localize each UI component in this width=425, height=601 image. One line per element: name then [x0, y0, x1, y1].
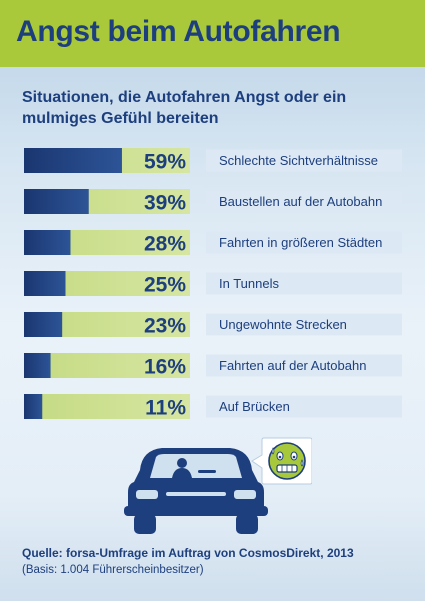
bar — [24, 189, 89, 214]
bar-value-label: 28% — [144, 233, 186, 256]
bar-value-label: 23% — [144, 315, 186, 338]
basis-note: (Basis: 1.004 Führerscheinbesitzer) — [22, 564, 204, 576]
bar — [24, 230, 71, 255]
category-label-box — [206, 272, 402, 295]
category-label: In Tunnels — [219, 276, 279, 291]
category-label: Schlechte Sichtverhältnisse — [219, 153, 378, 168]
category-label-box — [206, 395, 402, 418]
bar-row: 23% Ungewohnte Strecken — [24, 312, 402, 338]
category-label: Fahrten in größeren Städten — [219, 235, 382, 250]
bar-row: 25% In Tunnels — [24, 271, 402, 297]
bar — [24, 394, 43, 419]
category-label-box — [206, 231, 402, 254]
bar-row: 16% Fahrten auf der Autobahn — [24, 353, 402, 379]
bar-value-label: 16% — [144, 356, 186, 379]
page-title: Angst beim Autofahren — [16, 15, 341, 48]
source-note: Quelle: forsa-Umfrage im Auftrag von Cos… — [22, 546, 354, 560]
bar-value-label: 25% — [144, 274, 186, 297]
bar-chart: 59% Schlechte Sichtverhältnisse 39% Baustel… — [24, 148, 402, 420]
category-label: Auf Brücken — [219, 399, 290, 414]
bar-value-label: 39% — [144, 192, 186, 215]
bar — [24, 353, 51, 378]
category-label-box — [206, 313, 402, 336]
car-icon — [124, 448, 268, 534]
bar-track — [24, 394, 190, 419]
bar — [24, 312, 63, 337]
bar-row: 28% Fahrten in größeren Städten — [24, 230, 402, 256]
bar-value-label: 11% — [145, 397, 186, 420]
chart-title: Situationen, die Autofahren Angst oder e… — [22, 89, 347, 127]
bar-value-label: 59% — [144, 151, 186, 174]
anxious-emoji-icon — [268, 442, 306, 480]
category-label: Fahrten auf der Autobahn — [219, 358, 366, 373]
bar — [24, 148, 122, 173]
bar-row: 11% Auf Brücken — [24, 394, 402, 420]
car-with-anxious-emoji-illustration — [124, 437, 312, 534]
bar-row: 39% Baustellen auf der Autobahn — [24, 189, 402, 215]
category-label-box — [206, 149, 402, 172]
bar-row: 59% Schlechte Sichtverhältnisse — [24, 148, 402, 174]
bar — [24, 271, 66, 296]
category-label: Ungewohnte Strecken — [219, 317, 347, 332]
category-label-box — [206, 354, 402, 377]
bar-track — [24, 353, 190, 378]
header-band: Angst beim Autofahren — [0, 0, 425, 67]
category-label-box — [206, 190, 402, 213]
category-label: Baustellen auf der Autobahn — [219, 194, 382, 209]
